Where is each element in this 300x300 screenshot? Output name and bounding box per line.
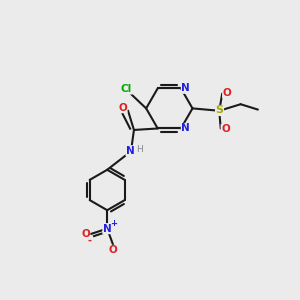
Text: N: N [126,146,135,156]
Text: O: O [223,88,231,98]
Text: S: S [215,106,223,116]
Text: O: O [118,103,127,113]
Text: -: - [87,236,91,245]
Text: N: N [103,224,112,234]
Text: H: H [136,146,143,154]
Text: N: N [181,124,190,134]
Text: O: O [81,229,90,239]
Text: O: O [109,245,118,255]
Text: Cl: Cl [121,84,132,94]
Text: O: O [221,124,230,134]
Text: +: + [110,219,117,228]
Text: N: N [181,83,190,93]
